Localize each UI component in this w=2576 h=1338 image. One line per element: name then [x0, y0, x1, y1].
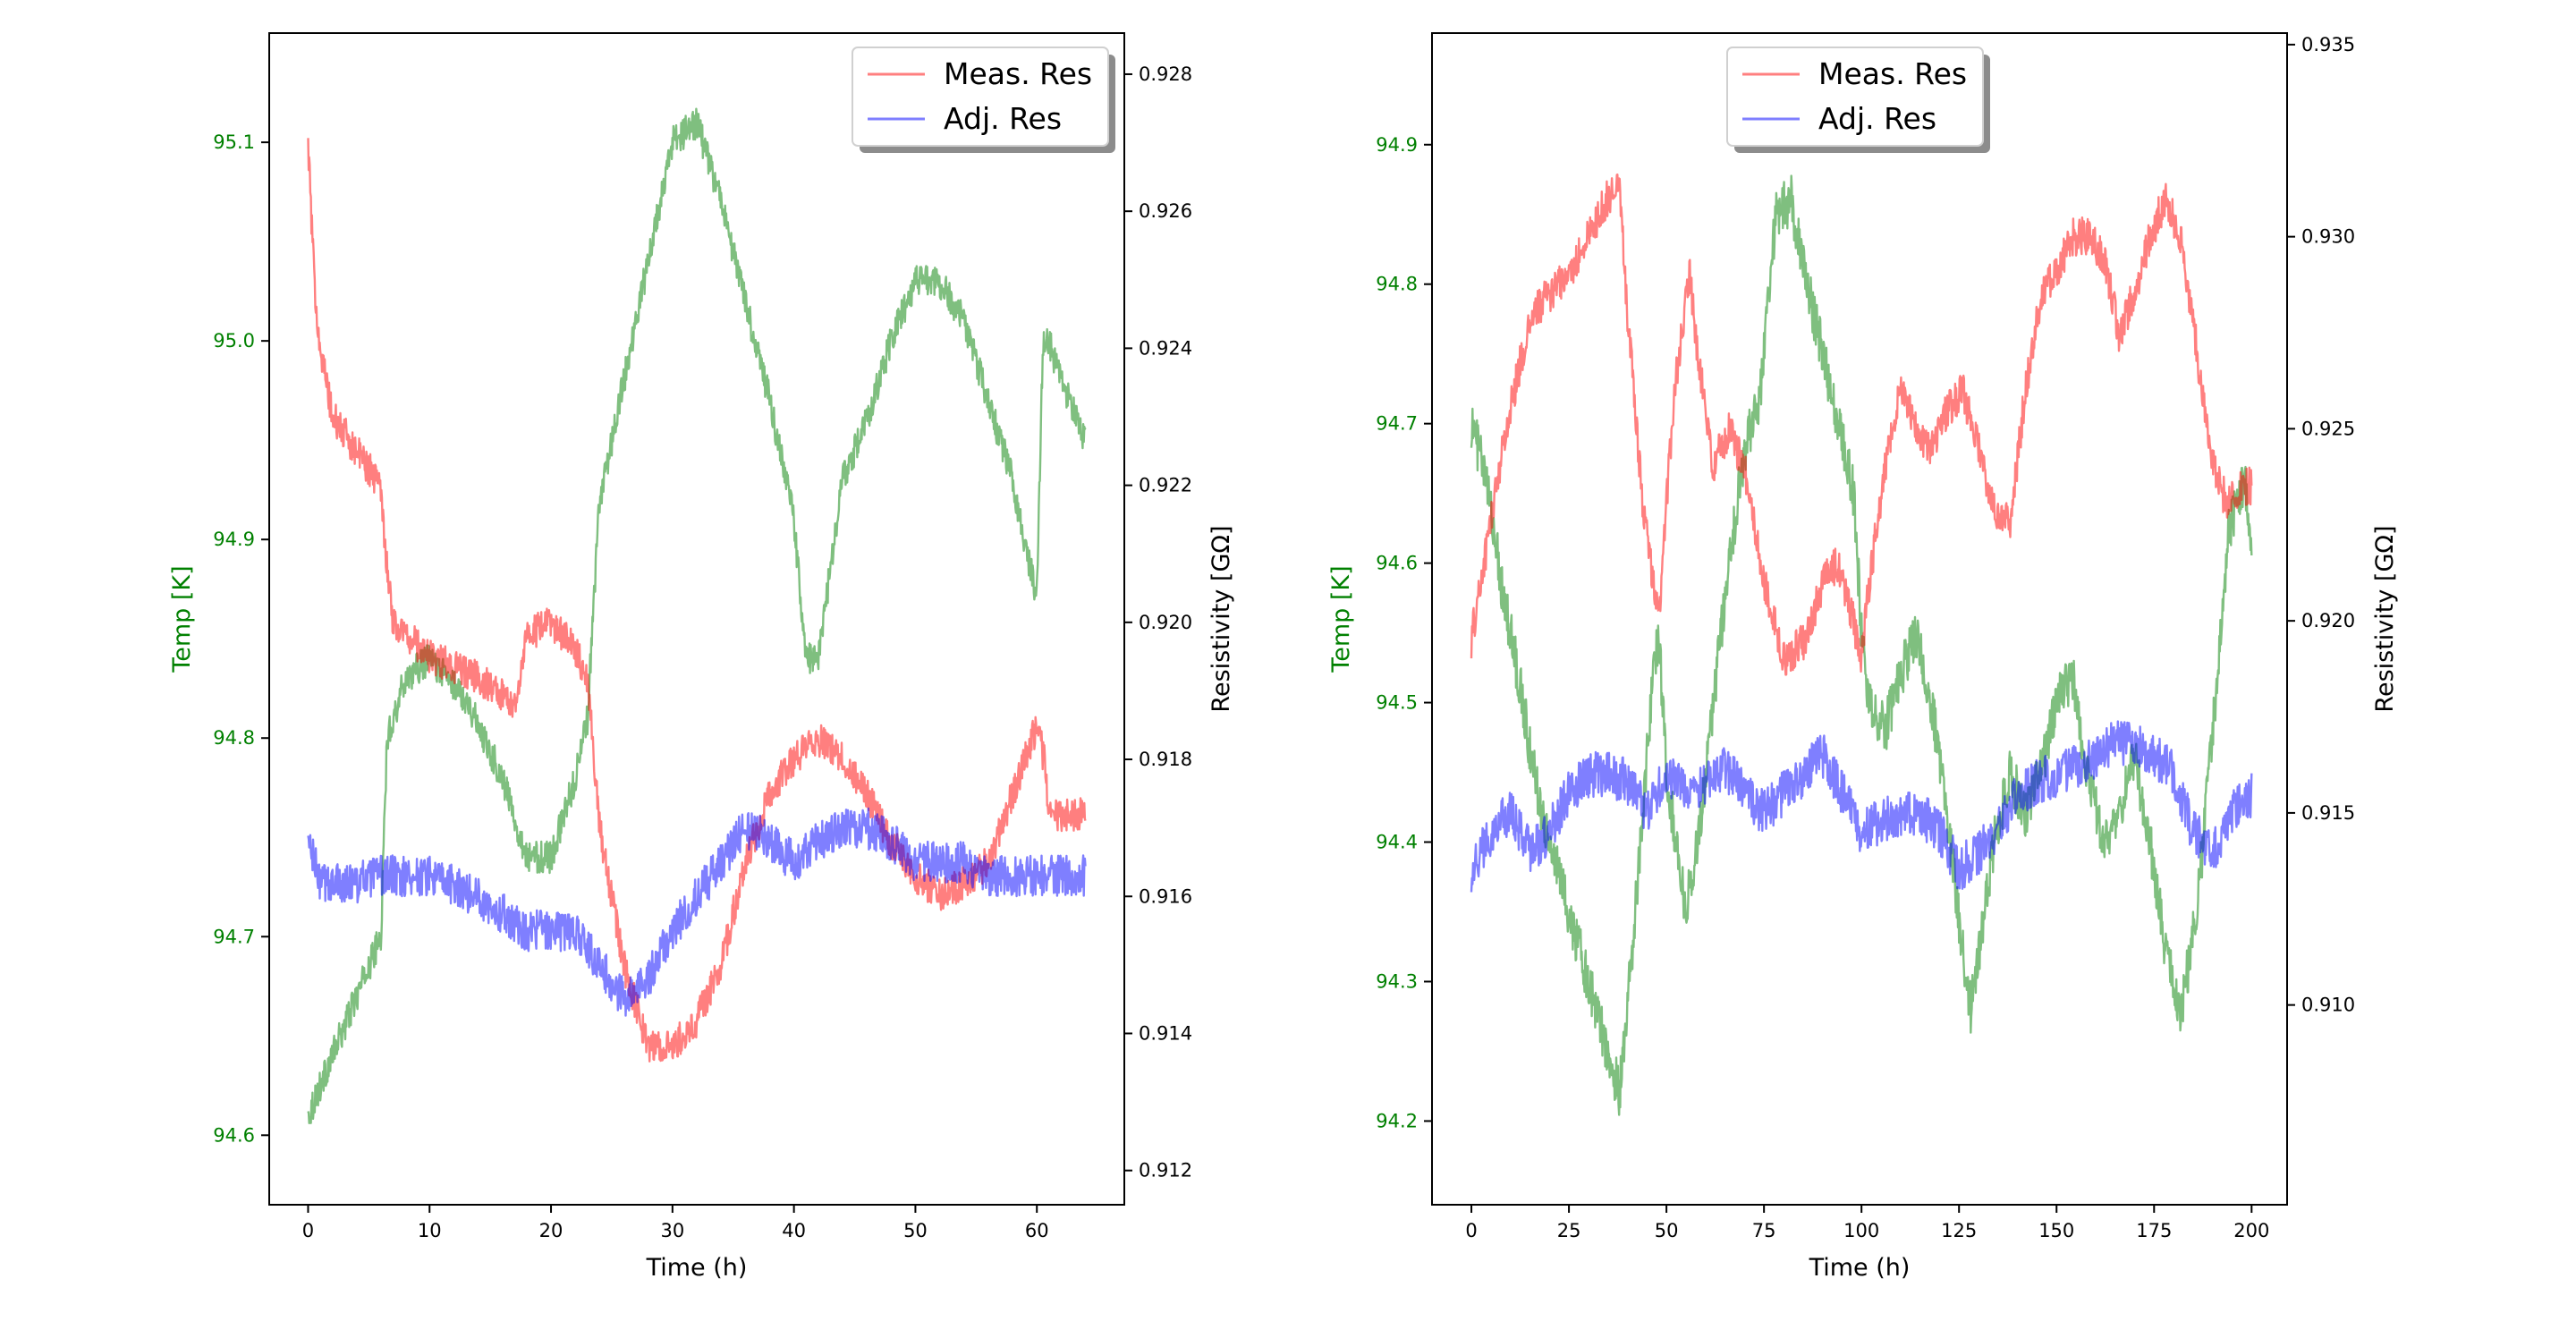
- right-x-tick-label: 0: [1465, 1220, 1477, 1241]
- left-resistivity-tick-label: 0.914: [1139, 1022, 1192, 1044]
- right-resistivity-tick-label: 0.920: [2301, 610, 2355, 631]
- right-temp-tick-label: 94.7: [1376, 413, 1418, 435]
- left-resistivity-tick-label: 0.912: [1139, 1160, 1192, 1181]
- right-chart-panel: 0 25 50 75 100 125 150 175 200 94.2 94.3 94.4 94.5 94…: [1327, 32, 2399, 1282]
- right-ticks: 0 25 50 75 100 125 150 175 200 94.2 94.3 94.4 94.5 94…: [1376, 34, 2355, 1241]
- left-resistivity-tick-label: 0.926: [1139, 200, 1192, 222]
- left-resistivity-tick-label: 0.920: [1139, 612, 1192, 633]
- right-x-axis-label: Time (h): [1809, 1254, 1911, 1282]
- right-resistivity-tick-label: 0.915: [2301, 802, 2355, 824]
- right-series-layer: [1470, 174, 2253, 1116]
- right-x-tick-label: 125: [1941, 1220, 1977, 1241]
- right-resistivity-axis-label: Resistivity [GΩ]: [2371, 525, 2399, 712]
- left-x-tick-label: 20: [539, 1220, 564, 1241]
- right-resistivity-tick-label: 0.935: [2301, 34, 2355, 55]
- left-resistivity-tick-label: 0.916: [1139, 885, 1192, 907]
- right-legend-box: [1726, 47, 1984, 147]
- right-resistivity-tick-label: 0.925: [2301, 418, 2355, 439]
- right-legend-adj-label: Adj. Res: [1818, 101, 1936, 136]
- right-temp-tick-label: 94.6: [1376, 553, 1418, 574]
- left-series-temp: [307, 107, 1087, 1124]
- right-temp-tick-label: 94.2: [1376, 1110, 1418, 1131]
- left-temp-tick-label: 94.6: [213, 1124, 255, 1146]
- left-chart-panel: 0 10 20 30 40 50 60 94.6 94.7 94.8 94.9 95.0 95.1 0.9…: [168, 32, 1235, 1282]
- right-x-tick-label: 100: [1843, 1220, 1879, 1241]
- left-x-tick-label: 0: [302, 1220, 314, 1241]
- left-series-adj-res: [307, 807, 1087, 1017]
- right-series-adj-res: [1470, 720, 2253, 893]
- left-legend: Meas. Res Adj. Res: [852, 47, 1115, 153]
- right-resistivity-tick-label: 0.930: [2301, 226, 2355, 248]
- right-x-tick-label: 75: [1752, 1220, 1776, 1241]
- right-plot-frame: [1431, 32, 2288, 1206]
- right-temp-tick-label: 94.8: [1376, 274, 1418, 295]
- left-temp-tick-label: 95.1: [213, 131, 255, 153]
- right-legend: Meas. Res Adj. Res: [1726, 47, 1990, 153]
- right-x-tick-label: 175: [2136, 1220, 2172, 1241]
- left-x-tick-label: 50: [903, 1220, 928, 1241]
- left-resistivity-axis-label: Resistivity [GΩ]: [1208, 525, 1235, 712]
- right-temp-tick-label: 94.5: [1376, 692, 1418, 714]
- left-x-tick-label: 10: [418, 1220, 442, 1241]
- left-resistivity-tick-label: 0.924: [1139, 337, 1192, 359]
- left-x-tick-label: 30: [660, 1220, 684, 1241]
- right-x-tick-label: 25: [1557, 1220, 1581, 1241]
- right-series-meas-res: [1470, 174, 2253, 676]
- left-resistivity-tick-label: 0.928: [1139, 64, 1192, 85]
- right-legend-meas-label: Meas. Res: [1818, 56, 1967, 91]
- left-ticks: 0 10 20 30 40 50 60 94.6 94.7 94.8 94.9 95.0 95.1 0.9…: [213, 64, 1192, 1241]
- right-x-tick-label: 150: [2038, 1220, 2074, 1241]
- left-series-layer: [307, 107, 1087, 1124]
- left-plot-frame: [268, 32, 1125, 1206]
- right-temp-axis-label: Temp [K]: [1327, 565, 1355, 673]
- right-series-temp: [1470, 174, 2253, 1116]
- right-temp-tick-label: 94.9: [1376, 134, 1418, 156]
- left-legend-meas-label: Meas. Res: [944, 56, 1092, 91]
- left-series-meas-res: [307, 138, 1087, 1063]
- left-temp-tick-label: 94.7: [213, 926, 255, 947]
- left-temp-axis-label: Temp [K]: [168, 565, 196, 673]
- right-x-tick-label: 200: [2233, 1220, 2269, 1241]
- left-x-tick-label: 40: [782, 1220, 806, 1241]
- left-x-tick-label: 60: [1025, 1220, 1049, 1241]
- left-temp-tick-label: 94.8: [213, 727, 255, 749]
- left-legend-box: [852, 47, 1109, 147]
- right-x-tick-label: 50: [1655, 1220, 1679, 1241]
- left-resistivity-tick-label: 0.918: [1139, 749, 1192, 770]
- right-temp-tick-label: 94.4: [1376, 832, 1418, 853]
- right-resistivity-tick-label: 0.910: [2301, 995, 2355, 1016]
- left-resistivity-tick-label: 0.922: [1139, 475, 1192, 496]
- left-x-axis-label: Time (h): [646, 1254, 748, 1282]
- left-legend-adj-label: Adj. Res: [944, 101, 1062, 136]
- left-temp-tick-label: 95.0: [213, 330, 255, 351]
- right-temp-tick-label: 94.3: [1376, 970, 1418, 992]
- left-temp-tick-label: 94.9: [213, 529, 255, 550]
